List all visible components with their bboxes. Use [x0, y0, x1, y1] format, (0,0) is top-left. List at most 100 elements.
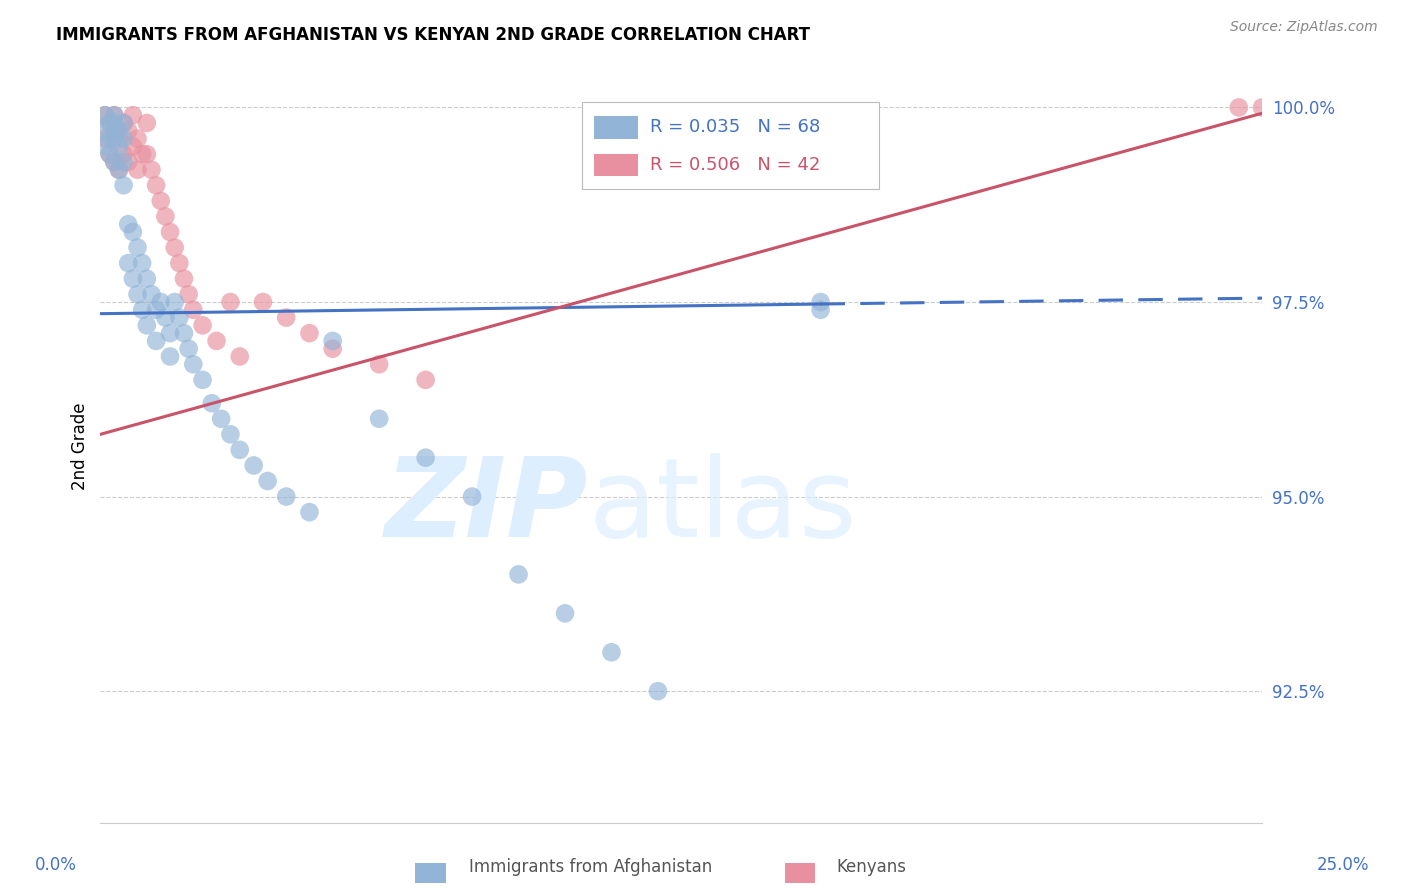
Point	[1227, 100, 1250, 114]
Bar	[595, 153, 638, 177]
Point	[122, 139, 145, 153]
Point	[117, 155, 139, 169]
Point	[368, 411, 391, 425]
Point	[163, 241, 186, 255]
Point	[145, 334, 167, 348]
Point	[810, 302, 832, 317]
Point	[145, 302, 167, 317]
Text: ZIP: ZIP	[385, 453, 588, 560]
Text: 0.0%: 0.0%	[35, 855, 77, 873]
Point	[159, 225, 181, 239]
Point	[368, 357, 391, 371]
Point	[127, 162, 149, 177]
Text: R = 0.035   N = 68: R = 0.035 N = 68	[650, 119, 820, 136]
Point	[155, 210, 177, 224]
Point	[108, 131, 131, 145]
Point	[98, 147, 121, 161]
Point	[127, 241, 149, 255]
Point	[155, 310, 177, 325]
Point	[135, 147, 157, 161]
Bar	[785, 863, 815, 883]
Point	[145, 178, 167, 193]
Point	[112, 155, 135, 169]
Point	[98, 147, 121, 161]
Point	[600, 645, 623, 659]
Point	[149, 194, 172, 208]
Point	[256, 474, 278, 488]
Point	[112, 131, 135, 145]
Y-axis label: 2nd Grade: 2nd Grade	[72, 402, 89, 490]
Point	[177, 342, 200, 356]
FancyBboxPatch shape	[582, 103, 879, 189]
Bar	[595, 116, 638, 139]
Point	[229, 442, 252, 457]
Point	[810, 295, 832, 310]
Point	[112, 116, 135, 130]
Point	[201, 396, 224, 410]
Point	[191, 318, 214, 333]
Point	[112, 116, 135, 130]
Point	[209, 411, 232, 425]
Point	[94, 131, 117, 145]
Point	[103, 108, 125, 122]
Point	[163, 295, 186, 310]
Point	[149, 295, 172, 310]
Point	[159, 350, 181, 364]
Point	[117, 124, 139, 138]
Point	[103, 124, 125, 138]
Point	[141, 287, 163, 301]
Point	[103, 116, 125, 130]
Point	[103, 108, 125, 122]
Point	[108, 162, 131, 177]
Point	[122, 271, 145, 285]
Point	[131, 147, 153, 161]
Point	[117, 217, 139, 231]
Point	[141, 162, 163, 177]
Point	[98, 116, 121, 130]
Text: Immigrants from Afghanistan: Immigrants from Afghanistan	[468, 858, 713, 876]
Point	[276, 310, 298, 325]
Point	[98, 116, 121, 130]
Point	[103, 131, 125, 145]
Text: Source: ZipAtlas.com: Source: ZipAtlas.com	[1230, 21, 1378, 34]
Point	[322, 342, 344, 356]
Point	[127, 287, 149, 301]
Point	[219, 295, 242, 310]
Point	[647, 684, 669, 698]
Point	[169, 310, 191, 325]
Point	[98, 131, 121, 145]
Point	[117, 256, 139, 270]
Text: IMMIGRANTS FROM AFGHANISTAN VS KENYAN 2ND GRADE CORRELATION CHART: IMMIGRANTS FROM AFGHANISTAN VS KENYAN 2N…	[56, 26, 810, 44]
Point	[298, 326, 321, 340]
Point	[103, 155, 125, 169]
Point	[191, 373, 214, 387]
Bar	[415, 863, 446, 883]
Point	[103, 155, 125, 169]
Point	[177, 287, 200, 301]
Point	[205, 334, 228, 348]
Point	[108, 124, 131, 138]
Point	[135, 271, 157, 285]
Point	[173, 326, 195, 340]
Point	[122, 225, 145, 239]
Point	[131, 302, 153, 317]
Point	[415, 450, 437, 465]
Point	[173, 271, 195, 285]
Point	[276, 490, 298, 504]
Point	[94, 139, 117, 153]
Point	[298, 505, 321, 519]
Point	[131, 256, 153, 270]
Point	[94, 124, 117, 138]
Point	[169, 256, 191, 270]
Point	[181, 357, 204, 371]
Point	[219, 427, 242, 442]
Point	[122, 108, 145, 122]
Text: Kenyans: Kenyans	[837, 858, 907, 876]
Point	[461, 490, 484, 504]
Point	[322, 334, 344, 348]
Point	[242, 458, 264, 473]
Point	[112, 147, 135, 161]
Point	[252, 295, 274, 310]
Text: atlas: atlas	[588, 453, 856, 560]
Point	[112, 178, 135, 193]
